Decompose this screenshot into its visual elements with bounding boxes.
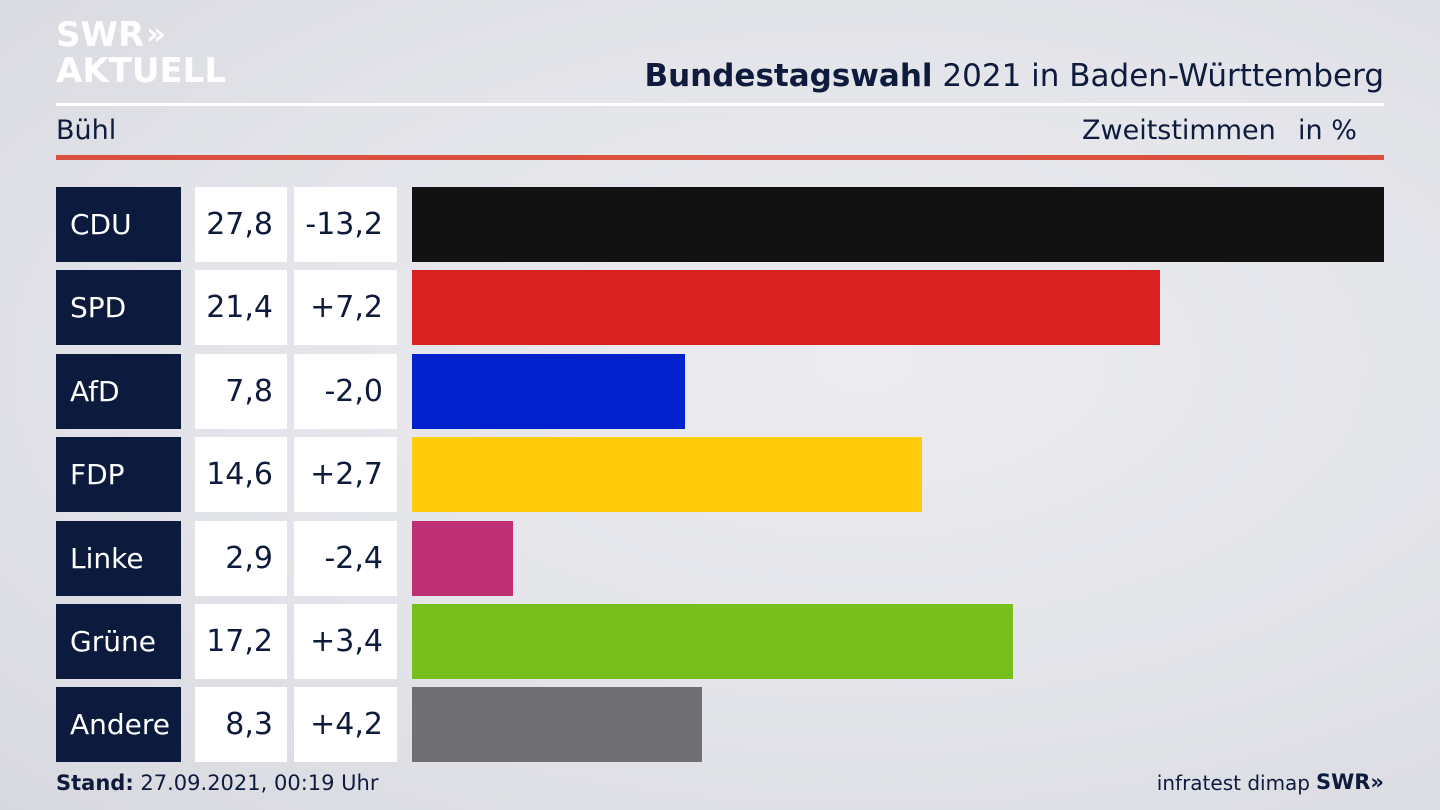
value-label: 8,3 [195, 687, 287, 763]
value-label: 7,8 [195, 353, 287, 429]
swr-aktuell-logo: SWR» AKTUELL [56, 18, 226, 88]
stand-value: 27.09.2021, 00:19 Uhr [133, 771, 379, 795]
change-label: +7,2 [294, 270, 397, 346]
bar [412, 520, 513, 596]
bar [412, 353, 685, 429]
swr-brand-logo: SWR» [1315, 770, 1384, 794]
chart-title: Bundestagswahl 2021 in Baden-Württemberg [644, 58, 1384, 94]
change-label: -13,2 [294, 187, 397, 262]
value-label: 14,6 [195, 437, 287, 513]
party-label: Linke [56, 520, 181, 596]
chart-row: SPD 21,4 +7,2 [56, 270, 1384, 346]
party-label: Grüne [56, 604, 181, 679]
change-label: +4,2 [294, 687, 397, 763]
bar [412, 270, 1160, 346]
unit-label: in % [1298, 115, 1357, 146]
stand-label: Stand: [56, 771, 134, 795]
accent-divider [56, 155, 1384, 160]
party-label: AfD [56, 353, 181, 429]
chart-row: AfD 7,8 -2,0 [56, 353, 1384, 429]
change-label: +2,7 [294, 437, 397, 513]
bar [412, 687, 702, 763]
party-label: SPD [56, 270, 181, 346]
change-label: -2,4 [294, 520, 397, 596]
chart-row: Grüne 17,2 +3,4 [56, 604, 1384, 679]
chart-row: Linke 2,9 -2,4 [56, 520, 1384, 596]
metric-label: Zweitstimmen [1082, 115, 1276, 146]
value-label: 21,4 [195, 270, 287, 346]
party-label: CDU [56, 187, 181, 262]
value-label: 2,9 [195, 520, 287, 596]
logo-swr: SWR [56, 15, 145, 55]
value-label: 17,2 [195, 604, 287, 679]
title-bold: Bundestagswahl [644, 58, 933, 94]
bar [412, 604, 1013, 679]
header-divider [56, 103, 1384, 106]
title-rest: 2021 in Baden-Württemberg [932, 58, 1384, 94]
party-label: Andere [56, 687, 181, 763]
party-label: FDP [56, 437, 181, 513]
chart-row: FDP 14,6 +2,7 [56, 437, 1384, 513]
logo-chevron-icon: » [146, 17, 166, 52]
source-label: infratest dimap [1156, 771, 1310, 795]
bar [412, 437, 922, 513]
timestamp: Stand: 27.09.2021, 00:19 Uhr [56, 771, 379, 795]
change-label: -2,0 [294, 353, 397, 429]
chart-row: CDU 27,8 -13,2 [56, 187, 1384, 262]
value-label: 27,8 [195, 187, 287, 262]
bar [412, 187, 1384, 262]
location-label: Bühl [56, 115, 117, 146]
chart-row: Andere 8,3 +4,2 [56, 687, 1384, 763]
logo-aktuell: AKTUELL [56, 51, 227, 91]
change-label: +3,4 [294, 604, 397, 679]
